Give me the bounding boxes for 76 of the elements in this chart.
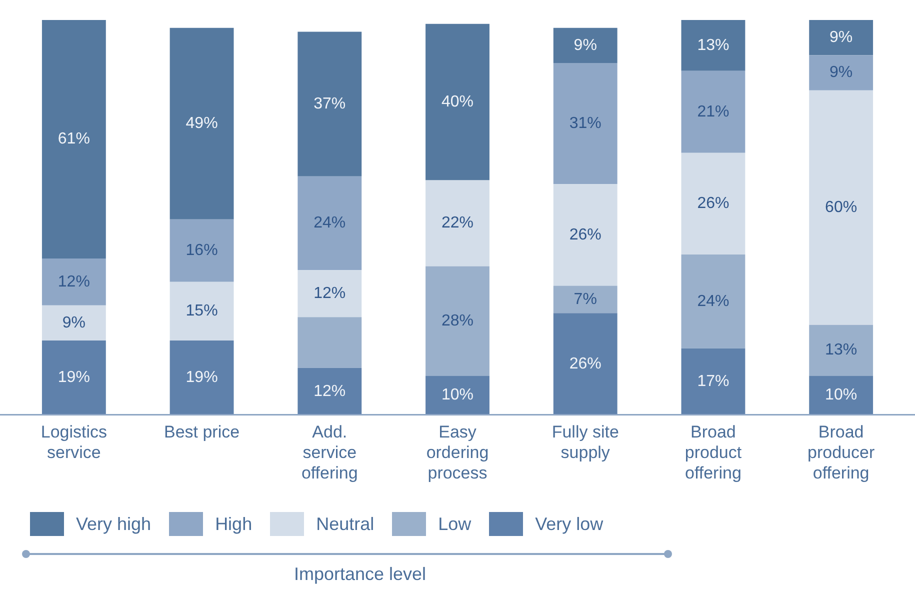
bar xyxy=(170,340,234,415)
bar xyxy=(298,368,362,415)
data-label: 31% xyxy=(569,114,602,132)
data-label: 12% xyxy=(314,382,346,400)
bar xyxy=(553,286,618,314)
legend-label: High xyxy=(215,514,252,534)
data-label: 60% xyxy=(825,199,858,216)
bar xyxy=(681,348,746,415)
legend-title: Importance level xyxy=(292,564,428,585)
data-label: 21% xyxy=(697,103,730,120)
bar xyxy=(681,152,746,255)
legend-label: Very high xyxy=(76,514,152,534)
x-tick-label: Broad producer offering xyxy=(808,422,875,482)
bar xyxy=(681,254,746,348)
data-label: 13% xyxy=(825,342,858,359)
bar xyxy=(42,305,106,341)
data-label: 12% xyxy=(58,273,90,290)
legend-label: Very low xyxy=(535,514,604,534)
data-label: 12% xyxy=(314,285,346,302)
x-tick-label: Easy ordering process xyxy=(426,422,489,482)
bar xyxy=(426,376,490,415)
legend-label: Neutral xyxy=(316,514,374,534)
data-label: 16% xyxy=(186,242,218,260)
legend-label: Low xyxy=(438,514,472,534)
data-label: 9% xyxy=(830,64,853,82)
data-label: 13% xyxy=(697,36,730,54)
bar xyxy=(809,20,874,56)
data-label: 17% xyxy=(697,372,730,390)
data-label: 40% xyxy=(441,93,474,110)
data-label: 37% xyxy=(314,95,346,112)
bar xyxy=(809,324,874,376)
data-label: 7% xyxy=(574,290,597,308)
bar xyxy=(681,20,746,71)
bar xyxy=(809,55,874,90)
bar xyxy=(170,282,234,341)
data-label: 10% xyxy=(441,386,474,404)
bar xyxy=(553,63,618,184)
bar xyxy=(426,180,490,266)
bar xyxy=(42,20,106,258)
bar xyxy=(553,184,618,286)
data-label: 9% xyxy=(62,314,86,332)
bar xyxy=(298,317,362,368)
x-tick-label: Add. service offering xyxy=(301,422,358,482)
bar xyxy=(426,266,490,376)
data-label: 15% xyxy=(186,302,218,320)
data-label: 9% xyxy=(830,28,853,46)
data-label: 61% xyxy=(58,130,90,148)
bar xyxy=(42,258,106,306)
bar xyxy=(681,70,746,153)
bar xyxy=(426,24,490,180)
bar xyxy=(298,176,362,270)
data-label: 19% xyxy=(58,369,90,386)
bar xyxy=(170,28,234,220)
data-label: 26% xyxy=(569,355,602,372)
x-tick-label: Logistics service xyxy=(40,422,107,462)
bar xyxy=(170,219,234,282)
bar xyxy=(809,90,874,325)
x-tick-label: Best price xyxy=(164,422,240,442)
bar xyxy=(42,340,106,415)
data-label: 19% xyxy=(186,369,218,386)
data-label: 26% xyxy=(697,195,730,212)
data-label: 24% xyxy=(314,214,346,232)
data-label: 10% xyxy=(825,386,858,404)
data-label: 28% xyxy=(441,312,474,330)
data-label: 49% xyxy=(186,114,218,132)
data-label: 9% xyxy=(574,36,597,54)
bar xyxy=(298,270,362,318)
data-label: 24% xyxy=(697,292,730,310)
bar xyxy=(553,28,618,63)
x-tick-label: Fully site supply xyxy=(552,422,619,462)
data-label: 26% xyxy=(569,226,602,244)
bar xyxy=(553,313,618,415)
data-label: 22% xyxy=(441,214,474,232)
x-tick-label: Broad product offering xyxy=(684,422,742,482)
bar xyxy=(298,32,362,176)
bar xyxy=(809,376,874,415)
